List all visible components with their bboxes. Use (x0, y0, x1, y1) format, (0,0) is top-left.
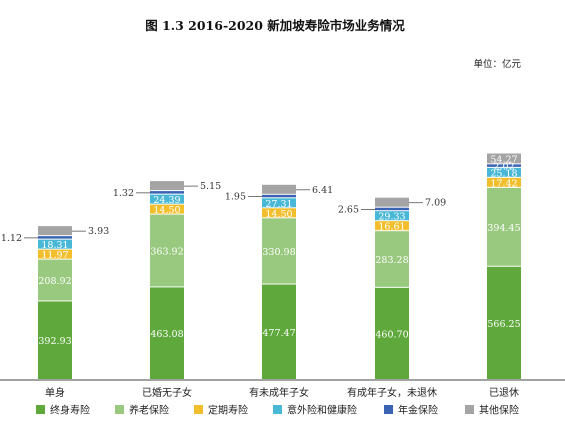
data-label: 6.41 (312, 185, 333, 196)
data-label: 463.08 (150, 329, 183, 340)
legend-label: 定期寿险 (208, 404, 248, 417)
bar-segment (375, 231, 409, 287)
legend-swatch (465, 405, 474, 414)
data-label: 283.28 (375, 255, 408, 266)
data-label: 2.65 (338, 204, 359, 215)
data-label: 460.70 (375, 329, 408, 340)
legend-label: 年金保险 (398, 404, 438, 417)
bar-segment (487, 153, 521, 164)
legend-label: 终身寿险 (50, 404, 90, 417)
bar-segment (38, 226, 72, 236)
data-label: 54.27 (490, 154, 517, 165)
bar-segment (262, 284, 296, 379)
bar-segment (375, 197, 409, 207)
data-label: 11.97 (41, 250, 68, 261)
data-label: 27.31 (265, 199, 292, 210)
bar-segment (150, 204, 184, 214)
data-label: 14.50 (153, 205, 180, 216)
data-label: 18.31 (41, 240, 68, 251)
bar-segment (487, 164, 521, 167)
chart-title: 图 1.3 2016-2020 新加坡寿险市场业务情况 (145, 18, 405, 33)
data-label: 5.15 (200, 181, 221, 192)
legend-label: 其他保险 (479, 404, 519, 417)
data-label: 477.47 (262, 328, 295, 339)
bar-segment (38, 249, 72, 259)
bar-segment (487, 266, 521, 379)
data-label: 208.92 (38, 276, 71, 287)
data-label: 7.09 (425, 198, 446, 209)
data-label: 394.45 (487, 223, 520, 234)
data-label: 1.12 (1, 233, 22, 244)
category-label: 有成年子女，未退休 (347, 386, 437, 399)
legend-swatch (115, 405, 124, 414)
category-label: 单身 (45, 386, 65, 399)
data-label: 363.92 (150, 246, 183, 257)
legend-swatch (36, 405, 45, 414)
data-label: 24.39 (153, 195, 180, 206)
bar-segment (375, 211, 409, 221)
bar-segment (262, 198, 296, 208)
legend-label: 意外险和健康险 (287, 404, 357, 417)
data-label: 17.42 (490, 178, 517, 189)
data-label: 2.02 (493, 162, 514, 173)
legend-label: 养老保险 (129, 404, 169, 417)
bar-segment (375, 207, 409, 211)
bar-segment (262, 208, 296, 218)
category-label: 已婚无子女 (142, 386, 192, 399)
bar-segment (150, 191, 184, 194)
bar-segment (487, 187, 521, 266)
data-label: 16.61 (378, 222, 405, 233)
bar-segment (262, 184, 296, 194)
bar-segment (38, 236, 72, 239)
bar-segment (150, 287, 184, 379)
data-label: 1.95 (225, 192, 246, 203)
bar-segment (38, 301, 72, 379)
bar-segment (262, 194, 296, 198)
data-label: 392.93 (38, 336, 71, 347)
bar-segment (487, 167, 521, 177)
category-label: 已退休 (489, 387, 519, 399)
bar-segment (375, 221, 409, 231)
bar-segment (38, 259, 72, 301)
data-label: 14.50 (265, 209, 292, 220)
data-label: 566.25 (487, 319, 520, 330)
data-label: 330.98 (262, 247, 295, 258)
data-label: 1.32 (113, 188, 134, 199)
bar-segment (262, 218, 296, 284)
bar-segment (150, 194, 184, 204)
legend-swatch (273, 405, 282, 414)
legend-swatch (194, 405, 203, 414)
unit-label: 单位：亿元 (473, 58, 521, 70)
bar-segment (150, 181, 184, 191)
bar-segment (38, 239, 72, 249)
bar-segment (375, 287, 409, 379)
category-label: 有未成年子女 (249, 386, 309, 399)
data-label: 29.33 (378, 212, 405, 223)
bars (38, 153, 521, 379)
category-labels: 单身 已婚无子女 有未成年子女 有成年子女，未退休 已退休 (45, 386, 519, 399)
legend: 终身寿险 养老保险 定期寿险 意外险和健康险 年金保险 其他保险 (36, 404, 519, 417)
data-label: 3.93 (88, 226, 109, 237)
legend-swatch (384, 405, 393, 414)
bar-segment (150, 214, 184, 287)
bar-segment (487, 177, 521, 187)
data-label: 25.18 (490, 168, 517, 179)
